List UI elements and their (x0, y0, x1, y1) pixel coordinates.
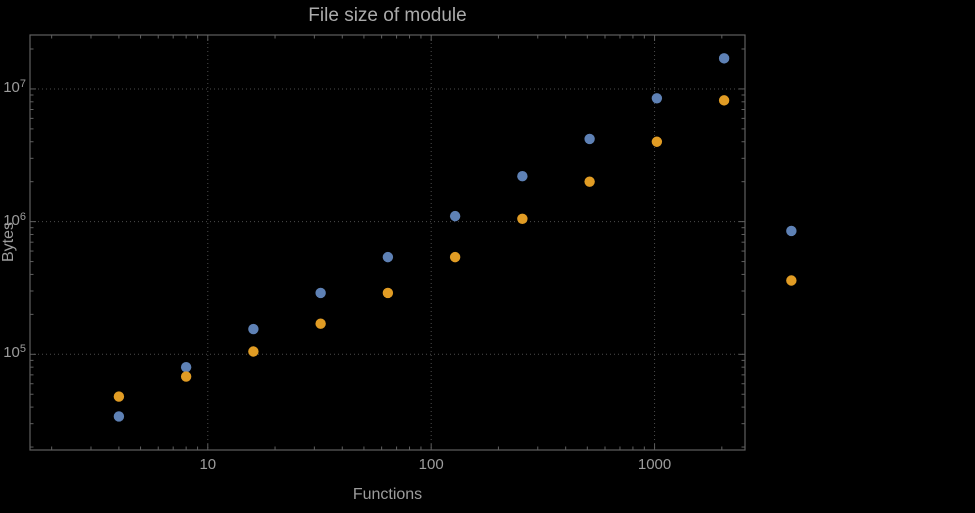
data-point-orange (584, 176, 595, 187)
x-axis-label: Functions (352, 486, 423, 503)
data-point-blue (449, 210, 461, 222)
data-point-blue (718, 53, 730, 64)
data-point-blue (584, 133, 595, 145)
data-point-orange (180, 371, 192, 382)
data-point-blue (786, 225, 797, 237)
data-point-orange (315, 318, 326, 329)
data-point-orange (382, 287, 394, 299)
data-point-blue (651, 93, 663, 104)
data-point-orange (449, 251, 461, 263)
data-point-blue (180, 361, 192, 373)
data-point-orange (248, 346, 259, 357)
data-point-orange (786, 275, 797, 286)
data-point-orange (651, 136, 663, 147)
data-point-blue (315, 287, 326, 299)
data-point-orange (718, 95, 730, 106)
chart-title: File size of module (308, 5, 467, 26)
data-point-orange (517, 213, 528, 225)
data-point-blue (517, 170, 528, 182)
data-point-orange (113, 391, 125, 402)
y-axis-label: Bytes (0, 222, 17, 263)
data-point-blue (248, 323, 259, 335)
data-point-blue (113, 411, 125, 422)
plot-frame (29, 34, 746, 451)
data-point-blue (382, 251, 394, 263)
